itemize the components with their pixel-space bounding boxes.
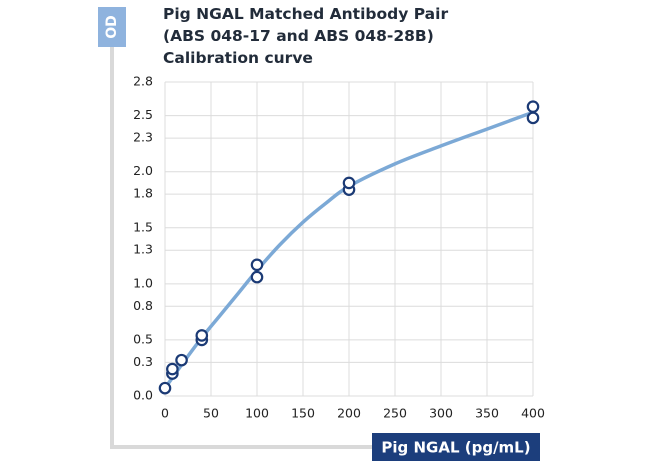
data-points [158,100,540,395]
y-tick-label: 2.3 [133,130,153,145]
x-tick-label: 300 [429,406,453,421]
y-tick-label: 0.3 [133,354,153,369]
data-point [342,176,356,190]
y-tick-label: 0.8 [133,298,153,313]
y-tick-label: 2.0 [133,163,153,178]
grid [164,81,534,397]
data-point [175,353,188,367]
chart-title-line-2: (ABS 048-17 and ABS 048-28B) [163,27,434,45]
x-tick-label: 0 [161,406,169,421]
chart-title-line-1: Pig NGAL Matched Antibody Pair [163,5,448,23]
data-point [158,381,172,395]
y-tick-label: 2.8 [133,74,153,89]
y-axis-label: OD [104,15,120,39]
y-tick-label: 2.5 [133,107,153,122]
x-axis-label: Pig NGAL (pg/mL) [381,439,530,457]
y-tick-label: 1.0 [133,275,153,290]
data-point [250,258,264,272]
od-tab [98,7,126,47]
data-point [526,100,540,113]
data-point [195,329,209,342]
x-tick-label: 250 [383,406,407,421]
x-tick-labels: 0 50 100 150 200 250 300 350 400 [161,406,545,421]
data-point [166,362,179,376]
y-tick-labels: 0.0 0.3 0.5 0.8 1.0 1.3 1.5 1.8 2.0 2.3 2.5 2.8 [133,74,153,403]
x-tick-label: 50 [203,406,219,421]
x-tick-label: 400 [521,406,545,421]
x-axis-label-box [372,433,540,461]
y-tick-label: 0.5 [133,331,153,346]
x-tick-label: 350 [475,406,499,421]
y-tick-label: 1.8 [133,186,153,201]
x-tick-label: 150 [291,406,315,421]
y-tick-label: 0.0 [133,388,153,403]
y-tick-label: 1.5 [133,219,153,234]
chart-title-line-3: Calibration curve [163,49,313,67]
y-tick-label: 1.3 [133,242,153,257]
data-point [526,111,540,125]
data-point [250,270,264,284]
x-tick-label: 100 [245,406,269,421]
x-tick-label: 200 [337,406,361,421]
chart-frame [110,47,372,449]
